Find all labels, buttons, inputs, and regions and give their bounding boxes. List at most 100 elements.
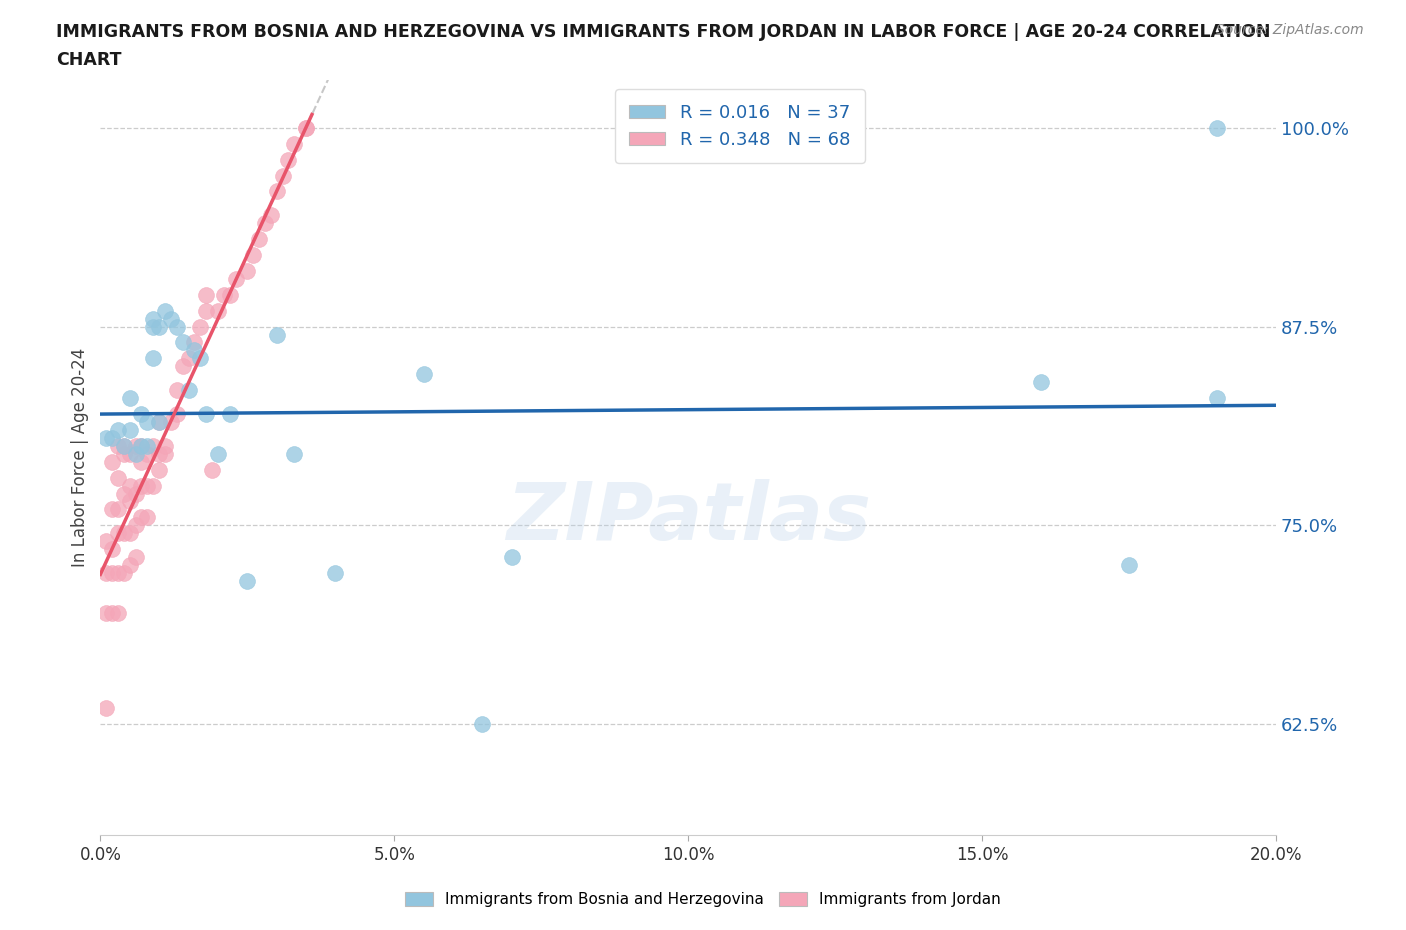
Point [142, 312, 165, 326]
Text: Source: ZipAtlas.com: Source: ZipAtlas.com [1216, 23, 1364, 37]
Point [136, 478, 159, 493]
Point [1206, 391, 1229, 405]
Point [218, 287, 240, 302]
Point [107, 605, 129, 620]
Point [1206, 120, 1229, 135]
Point [142, 478, 165, 493]
Point [101, 431, 124, 445]
Point [112, 438, 135, 453]
Point [101, 454, 124, 469]
Legend: R = 0.016   N = 37, R = 0.348   N = 68: R = 0.016 N = 37, R = 0.348 N = 68 [614, 89, 865, 163]
Point [118, 446, 141, 461]
Point [107, 422, 129, 437]
Point [153, 303, 176, 318]
Point [166, 319, 188, 334]
Point [131, 454, 153, 469]
Point [148, 462, 170, 477]
Point [166, 383, 188, 398]
Point [1029, 375, 1052, 390]
Point [112, 438, 135, 453]
Point [236, 263, 259, 278]
Point [136, 438, 159, 453]
Point [412, 366, 434, 381]
Y-axis label: In Labor Force | Age 20-24: In Labor Force | Age 20-24 [72, 348, 89, 567]
Point [218, 406, 240, 421]
Point [124, 446, 146, 461]
Point [253, 216, 276, 231]
Point [195, 287, 218, 302]
Point [148, 319, 170, 334]
Point [101, 605, 124, 620]
Point [277, 153, 299, 167]
Point [142, 438, 165, 453]
Point [195, 406, 218, 421]
Point [136, 446, 159, 461]
Point [142, 351, 165, 365]
Point [236, 574, 259, 589]
Point [96, 431, 118, 445]
Point [207, 446, 229, 461]
Point [225, 272, 247, 286]
Point [124, 486, 146, 501]
Point [131, 438, 153, 453]
Point [136, 415, 159, 430]
Point [283, 446, 305, 461]
Point [207, 303, 229, 318]
Text: ZIPatlas: ZIPatlas [506, 479, 870, 557]
Point [160, 415, 183, 430]
Point [195, 303, 218, 318]
Point [118, 478, 141, 493]
Point [172, 359, 194, 374]
Point [260, 207, 283, 222]
Point [177, 383, 200, 398]
Point [266, 184, 288, 199]
Point [148, 446, 170, 461]
Legend: Immigrants from Bosnia and Herzegovina, Immigrants from Jordan: Immigrants from Bosnia and Herzegovina, … [399, 885, 1007, 913]
Point [107, 525, 129, 540]
Point [96, 534, 118, 549]
Point [1118, 558, 1140, 573]
Point [107, 565, 129, 580]
Point [325, 565, 347, 580]
Point [118, 494, 141, 509]
Point [101, 502, 124, 517]
Point [148, 415, 170, 430]
Point [136, 510, 159, 525]
Point [177, 351, 200, 365]
Point [107, 502, 129, 517]
Text: IMMIGRANTS FROM BOSNIA AND HERZEGOVINA VS IMMIGRANTS FROM JORDAN IN LABOR FORCE : IMMIGRANTS FROM BOSNIA AND HERZEGOVINA V… [56, 23, 1271, 41]
Point [118, 422, 141, 437]
Point [160, 312, 183, 326]
Point [107, 471, 129, 485]
Point [112, 565, 135, 580]
Point [107, 438, 129, 453]
Point [101, 542, 124, 557]
Point [131, 406, 153, 421]
Point [283, 137, 305, 152]
Point [142, 319, 165, 334]
Point [118, 391, 141, 405]
Point [118, 525, 141, 540]
Point [188, 351, 211, 365]
Point [96, 565, 118, 580]
Point [266, 327, 288, 342]
Point [112, 446, 135, 461]
Point [271, 168, 294, 183]
Point [124, 518, 146, 533]
Point [96, 701, 118, 716]
Point [112, 486, 135, 501]
Point [501, 550, 523, 565]
Point [295, 120, 318, 135]
Point [124, 438, 146, 453]
Point [96, 605, 118, 620]
Point [148, 415, 170, 430]
Point [172, 335, 194, 350]
Point [153, 438, 176, 453]
Point [188, 319, 211, 334]
Point [295, 120, 318, 135]
Point [118, 558, 141, 573]
Point [131, 478, 153, 493]
Point [112, 525, 135, 540]
Point [242, 247, 264, 262]
Point [247, 232, 270, 246]
